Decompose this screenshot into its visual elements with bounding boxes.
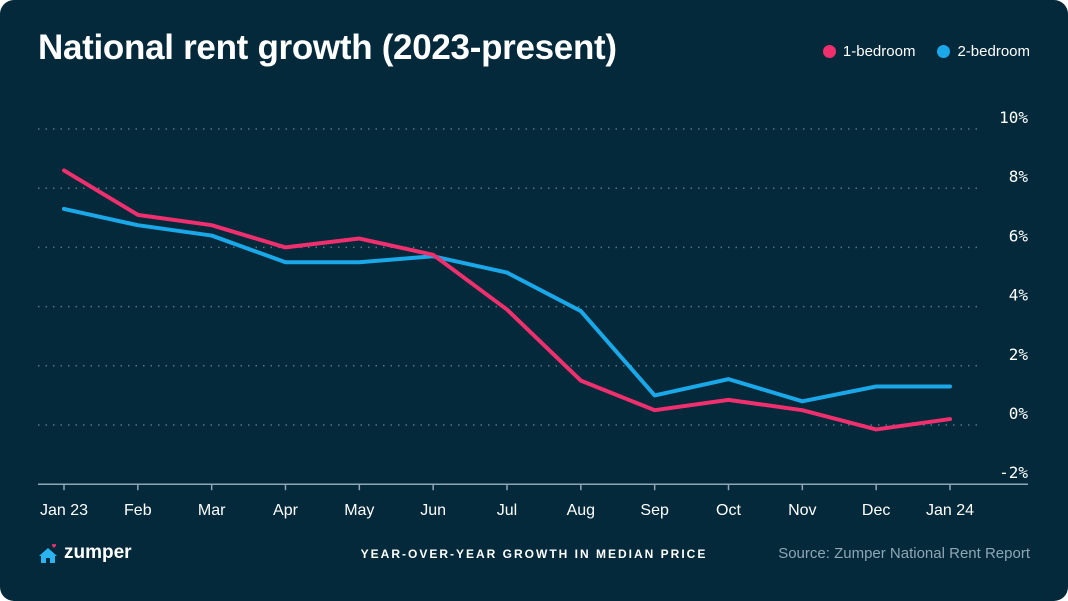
source-note: Source: Zumper National Rent Report bbox=[778, 545, 1030, 562]
legend: 1-bedroom 2-bedroom bbox=[822, 43, 1030, 60]
x-tick-label: Jul bbox=[497, 502, 517, 519]
x-tick-label: Apr bbox=[273, 502, 299, 519]
legend-dot-2-bedroom bbox=[937, 45, 951, 58]
legend-item-1-bedroom: 1-bedroom bbox=[822, 43, 916, 60]
y-tick-label: 2% bbox=[1009, 345, 1029, 364]
x-tick-label: Nov bbox=[788, 502, 816, 519]
y-tick-label: -2% bbox=[999, 463, 1028, 482]
x-tick-label: Sep bbox=[640, 502, 669, 519]
zumper-logo: zumper bbox=[38, 542, 132, 564]
x-tick-label: Aug bbox=[567, 502, 595, 519]
x-tick-label: Jun bbox=[420, 502, 446, 519]
y-tick-label: 4% bbox=[1009, 286, 1029, 305]
legend-item-2-bedroom: 2-bedroom bbox=[937, 43, 1030, 60]
x-tick-label: May bbox=[344, 502, 374, 519]
legend-dot-1-bedroom bbox=[822, 45, 836, 58]
brand-name: zumper bbox=[64, 542, 132, 563]
y-tick-label: 10% bbox=[999, 108, 1028, 127]
chart-title: National rent growth (2023-present) bbox=[38, 28, 617, 67]
y-tick-label: 6% bbox=[1009, 226, 1029, 245]
x-tick-label: Oct bbox=[716, 502, 741, 519]
x-tick-label: Dec bbox=[862, 502, 890, 519]
chart-caption: YEAR-OVER-YEAR GROWTH IN MEDIAN PRICE bbox=[360, 547, 708, 561]
legend-label: 1-bedroom bbox=[842, 43, 916, 60]
x-tick-label: Jan 23 bbox=[40, 502, 88, 519]
house-heart-icon bbox=[39, 543, 57, 563]
y-tick-label: 8% bbox=[1009, 167, 1029, 186]
y-tick-label: 0% bbox=[1009, 404, 1029, 423]
legend-label: 2-bedroom bbox=[957, 43, 1030, 60]
series-line-1-bedroom bbox=[62, 168, 952, 432]
series-line-2-bedroom bbox=[62, 206, 952, 404]
x-tick-label: Jan 24 bbox=[926, 502, 974, 519]
x-tick-label: Mar bbox=[198, 502, 226, 519]
x-tick-label: Feb bbox=[124, 502, 152, 519]
